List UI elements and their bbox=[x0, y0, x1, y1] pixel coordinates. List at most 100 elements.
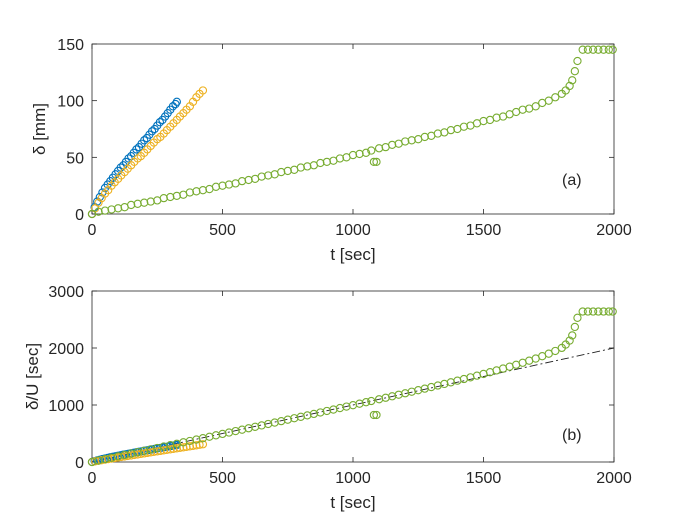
panel-a-x-axis-label: t [sec] bbox=[330, 245, 375, 264]
panel-a-xtick-label: 500 bbox=[209, 222, 236, 239]
panel-a-series-3-point bbox=[244, 175, 253, 185]
panel-a-series-3-point bbox=[551, 93, 560, 102]
panel-a-series-3-point bbox=[192, 187, 201, 196]
panel-a-series-3-point bbox=[369, 157, 379, 167]
panel-b-series-3-point bbox=[594, 307, 603, 316]
panel-a-series-3-point bbox=[583, 45, 593, 54]
panel-b-ytick-label: 2000 bbox=[48, 341, 84, 358]
panel-b-series-3-point bbox=[604, 307, 613, 316]
panel-a-series-3-point bbox=[335, 154, 345, 163]
panel-a-series-3-point bbox=[573, 56, 582, 66]
panel-a-series-3-point bbox=[185, 188, 195, 197]
panel-b-series-3-point bbox=[551, 346, 560, 356]
panel-b-series-3-point bbox=[588, 307, 598, 316]
panel-b-xtick-label: 1500 bbox=[466, 470, 502, 487]
panel-a-series-3-point bbox=[420, 132, 429, 142]
panel-a-series-3-point bbox=[361, 148, 371, 157]
panel-a-series-3-point bbox=[433, 129, 442, 138]
panel-a-series-3-point bbox=[140, 198, 149, 207]
panel-a-xtick-label: 1000 bbox=[335, 222, 371, 239]
panel-a-series-3-point bbox=[100, 206, 110, 215]
panel-a-series-3-point bbox=[348, 150, 358, 160]
panel-a-series-3-point bbox=[446, 125, 456, 135]
panel-b-axes-frame bbox=[91, 290, 615, 463]
panel-a-series-3-point bbox=[588, 45, 598, 54]
panel-b-series-3-point bbox=[578, 307, 587, 316]
panel-a-series-3-point bbox=[277, 167, 286, 177]
panel-a-annotation: (a) bbox=[562, 172, 582, 189]
panel-a-series-1-point bbox=[171, 99, 180, 109]
panel-a-series-3-point bbox=[518, 105, 527, 114]
panel-b-series-3-point bbox=[369, 410, 379, 420]
panel-a-series-3-point bbox=[211, 182, 221, 191]
panel-a-y-axis-label: δ [mm] bbox=[30, 103, 49, 155]
panel-a-series-1-point bbox=[172, 97, 181, 106]
panel-a-series-3-point bbox=[387, 140, 397, 150]
panel-a-series-1-point bbox=[155, 118, 165, 127]
panel-b-series-2-point bbox=[192, 441, 201, 450]
panel-a-ytick-label: 0 bbox=[75, 207, 84, 224]
panel-a-series-3-point bbox=[599, 45, 608, 54]
panel-a-series-3-point bbox=[257, 172, 266, 181]
panel-b-series-3-point bbox=[570, 322, 579, 332]
panel-a-series-3-point bbox=[237, 176, 247, 186]
panel-b-series-2-point bbox=[185, 442, 195, 451]
panel-b-series-3-point bbox=[372, 410, 381, 420]
panel-a-series-3-point bbox=[283, 166, 292, 176]
panel-a-series-1-point bbox=[140, 136, 149, 145]
panel-a-series-3-point bbox=[322, 157, 332, 167]
panel-b-series-2-point bbox=[133, 450, 142, 459]
panel-b-xtick-label: 2000 bbox=[596, 470, 632, 487]
panel-a-series-3-point bbox=[479, 116, 488, 126]
panel-a-series-3-point bbox=[355, 149, 364, 159]
panel-b-series-3-point bbox=[565, 336, 574, 345]
panel-b-ytick-label: 1000 bbox=[48, 398, 84, 415]
panel-a-series-3-point bbox=[113, 204, 123, 213]
panel-a-ytick-label: 50 bbox=[66, 150, 84, 167]
panel-b-series-2-point bbox=[172, 444, 181, 453]
panel-b-xtick-label: 1000 bbox=[335, 470, 371, 487]
panel-b-series-3-point bbox=[573, 313, 582, 322]
panel-a-series-3-point bbox=[224, 180, 234, 189]
panel-b-xtick-label: 0 bbox=[88, 470, 97, 487]
panel-a-series-3-point bbox=[374, 144, 384, 153]
panel-a-series-3-point bbox=[459, 122, 469, 131]
panel-a-ytick-label: 100 bbox=[57, 94, 84, 111]
panel-a-series-3-point bbox=[578, 45, 587, 54]
panel-b-series-2-point bbox=[179, 443, 188, 452]
panel-b-series-3-point bbox=[568, 331, 577, 340]
panel-a-series-3-point bbox=[146, 197, 155, 206]
panel-a-series-1-point bbox=[132, 145, 141, 154]
panel-b-series-2-point bbox=[97, 456, 106, 465]
panel-b-series-3-point bbox=[583, 307, 593, 316]
panel-a-xtick-label: 2000 bbox=[596, 222, 632, 239]
panel-a-series-3-point bbox=[531, 102, 540, 111]
panel-b-series-3-point bbox=[367, 396, 376, 406]
panel-a-series-3-point bbox=[401, 137, 410, 146]
panel-b-xtick-label: 500 bbox=[209, 470, 236, 487]
panel-b-series-3-point bbox=[599, 307, 608, 316]
panel-b-series-3-point bbox=[608, 307, 617, 316]
panel-b-series-3-point bbox=[270, 418, 279, 427]
panel-a-series-3-point bbox=[407, 136, 416, 145]
panel-a-series-2-point bbox=[198, 86, 208, 95]
panel-a-series-3-point bbox=[296, 163, 305, 172]
panel-a-series-3-point bbox=[198, 186, 208, 195]
panel-b-annotation: (b) bbox=[562, 427, 582, 444]
panel-b-ytick-label: 3000 bbox=[48, 284, 84, 301]
panel-b-y-axis-label: δ/U [sec] bbox=[23, 343, 42, 410]
panel-b-series-3-point bbox=[361, 398, 371, 407]
panel-a-series-3-point bbox=[303, 162, 312, 171]
panel-b-series-2-point bbox=[198, 440, 208, 449]
panel-a-series-1-point bbox=[147, 127, 157, 136]
panel-a-ytick-label: 150 bbox=[57, 37, 84, 54]
panel-b-x-axis-label: t [sec] bbox=[330, 493, 375, 512]
panel-b-ytick-label: 0 bbox=[75, 455, 84, 472]
panel-a-series-3-point bbox=[159, 193, 168, 203]
panel-a-series-3-point bbox=[492, 113, 501, 122]
panel-a-series-3-point bbox=[172, 191, 181, 201]
panel-a-series-3-point bbox=[372, 157, 381, 167]
panel-a-series-3-point bbox=[570, 67, 579, 76]
panel-a-series-3-point bbox=[166, 192, 175, 202]
